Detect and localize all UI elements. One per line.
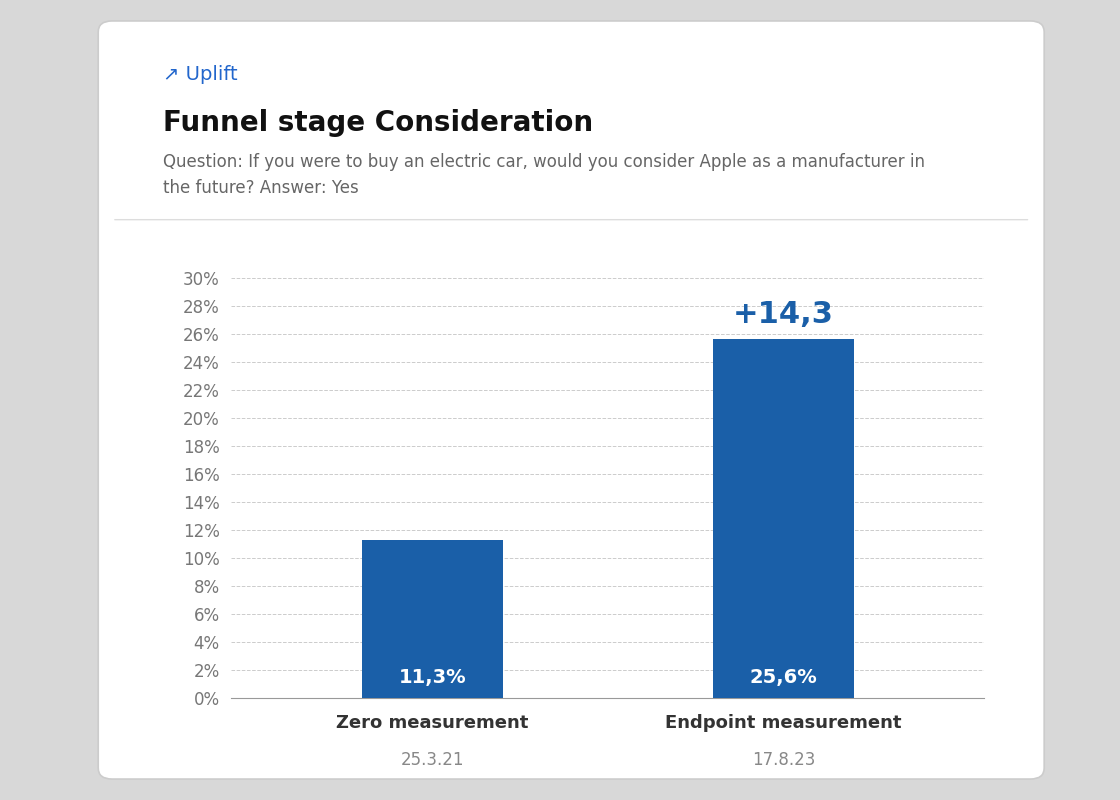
Text: the future? Answer: Yes: the future? Answer: Yes (162, 179, 358, 197)
FancyBboxPatch shape (99, 21, 1044, 779)
Text: 17.8.23: 17.8.23 (752, 751, 815, 769)
Text: Question: If you were to buy an electric car, would you consider Apple as a manu: Question: If you were to buy an electric… (162, 154, 924, 171)
Text: ↗ Uplift: ↗ Uplift (162, 65, 237, 84)
Text: 25.3.21: 25.3.21 (401, 751, 464, 769)
Text: 25,6%: 25,6% (749, 668, 818, 687)
Text: Funnel stage Consideration: Funnel stage Consideration (162, 110, 592, 138)
Bar (362, 540, 503, 698)
Bar (713, 339, 853, 698)
Text: +14,3: +14,3 (734, 300, 834, 330)
Text: 11,3%: 11,3% (399, 668, 466, 687)
